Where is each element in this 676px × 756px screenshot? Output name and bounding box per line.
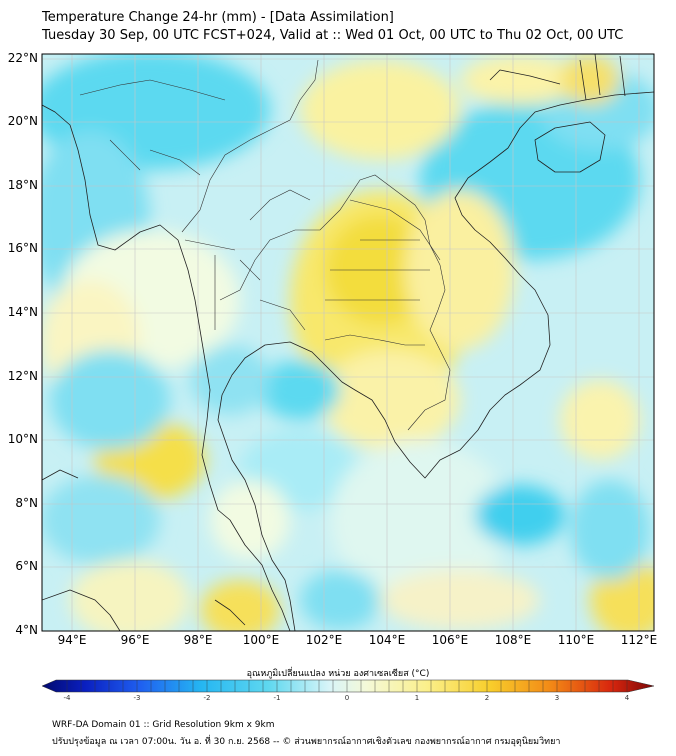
graticule — [42, 54, 654, 631]
lat-label: 4°N — [15, 623, 38, 637]
lon-label: 110°E — [557, 633, 595, 647]
colorbar-tick-label: 0 — [344, 694, 350, 702]
colorbar — [41, 679, 655, 693]
lon-label: 100°E — [242, 633, 280, 647]
lat-label: 10°N — [7, 432, 38, 446]
colorbar-tick-label: 2 — [484, 694, 490, 702]
coastlines — [42, 54, 654, 631]
colorbar-tick-label: -2 — [203, 694, 211, 702]
colorbar-tick-label: -4 — [63, 694, 71, 702]
lat-label: 16°N — [7, 241, 38, 255]
map-title: Temperature Change 24-hr (mm) - [Data As… — [42, 10, 394, 25]
lon-label: 94°E — [57, 633, 87, 647]
temperature-field — [42, 54, 654, 631]
colorbar-tick-label: 3 — [554, 694, 560, 702]
lat-label: 8°N — [15, 496, 38, 510]
lon-label: 112°E — [620, 633, 658, 647]
colorbar-tick-label: 4 — [624, 694, 630, 702]
colorbar-tick-label: -3 — [133, 694, 141, 702]
lat-label: 12°N — [7, 369, 38, 383]
footer-model-info: WRF-DA Domain 01 :: Grid Resolution 9km … — [52, 720, 275, 730]
lat-label: 6°N — [15, 559, 38, 573]
lon-label: 104°E — [368, 633, 406, 647]
lat-label: 18°N — [7, 178, 38, 192]
colorbar-tick-label: 1 — [414, 694, 420, 702]
lon-label: 96°E — [120, 633, 150, 647]
lat-label: 20°N — [7, 114, 38, 128]
lon-label: 108°E — [494, 633, 532, 647]
lon-label: 98°E — [183, 633, 213, 647]
country-borders — [79, 59, 451, 431]
lon-label: 106°E — [431, 633, 469, 647]
lat-label: 22°N — [7, 51, 38, 65]
colorbar-tick-label: -1 — [273, 694, 281, 702]
footer-credit: ปรับปรุงข้อมูล ณ เวลา 07:00น. วัน อ. ที่… — [52, 737, 561, 747]
lat-label: 14°N — [7, 305, 38, 319]
map-subtitle: Tuesday 30 Sep, 00 UTC FCST+024, Valid a… — [42, 28, 624, 43]
lon-label: 102°E — [305, 633, 343, 647]
map-frame — [41, 53, 655, 632]
colorbar-label: อุณหภูมิเปลี่ยนแปลง หน่วย องศาเซลเซียส (… — [246, 669, 430, 679]
